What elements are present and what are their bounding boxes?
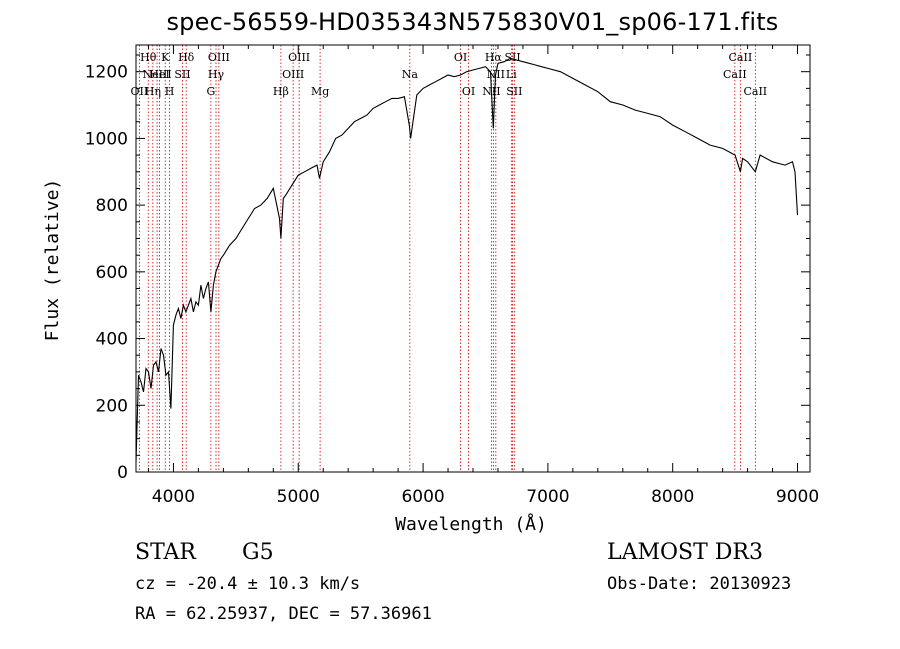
line-marker-label-22: Li (506, 68, 517, 81)
x-axis-ticks: 4000 5000 6000 7000 8000 9000 (147, 45, 819, 507)
y-tick-label-3: 600 (96, 263, 128, 283)
line-marker-label-17: OI (454, 51, 467, 64)
line-marker-label-25: CaII (723, 68, 747, 81)
spectrum-series-line (135, 57, 799, 463)
line-marker-label-4: HeI (149, 68, 169, 81)
y-axis-ticks: 0 200 400 600 800 1000 1200 (85, 54, 810, 483)
y-tick-label-4: 800 (96, 196, 128, 216)
survey-name: LAMOST DR3 (607, 540, 763, 565)
y-tick-label-2: 400 (96, 330, 128, 350)
line-marker-label-1: Hθ (140, 51, 157, 64)
line-marker-label-11: OIII (208, 51, 230, 64)
line-marker-label-26: CaII (729, 51, 753, 64)
redshift-velocity: cz = -20.4 ± 10.3 km/s (135, 574, 361, 594)
y-tick-label-0: 0 (117, 463, 128, 483)
y-tick-label-5: 1000 (85, 129, 128, 149)
line-marker-label-0: OII (131, 85, 149, 98)
line-marker-label-6: H (165, 85, 175, 98)
line-marker-label-8: Hδ (178, 51, 195, 64)
line-markers (138, 45, 756, 472)
line-marker-label-7: SII (174, 68, 190, 81)
x-tick-label-1: 5000 (277, 487, 320, 507)
line-marker-label-12: Hβ (273, 85, 289, 98)
line-marker-label-20: Hα (485, 51, 503, 64)
line-marker-label-2: Hη (145, 85, 161, 98)
y-tick-label-1: 200 (96, 396, 128, 416)
y-axis-label: Flux (relative) (42, 179, 63, 342)
y-tick-label-6: 1200 (85, 63, 128, 83)
line-marker-label-27: CaII (743, 85, 767, 98)
x-tick-label-2: 6000 (401, 487, 444, 507)
observation-date: Obs-Date: 20130923 (607, 574, 792, 594)
chart-title: spec-56559-HD035343N575830V01_sp06-171.f… (166, 8, 779, 36)
line-marker-label-23: SII (504, 51, 520, 64)
line-marker-label-14: OIII (288, 51, 310, 64)
x-tick-label-5: 9000 (776, 487, 819, 507)
line-marker-label-16: Na (402, 68, 419, 81)
x-tick-label-3: 7000 (526, 487, 569, 507)
line-marker-label-10: Hγ (208, 68, 225, 81)
x-tick-label-0: 4000 (152, 487, 195, 507)
line-marker-label-3: NeIII (143, 68, 172, 81)
line-marker-label-24: SII (506, 85, 522, 98)
line-marker-label-18: OI (462, 85, 475, 98)
line-marker-label-13: OIII (282, 68, 304, 81)
x-axis-label: Wavelength (Å) (395, 513, 547, 535)
object-class: STAR (135, 540, 196, 565)
coordinates: RA = 62.25937, DEC = 57.36961 (135, 604, 432, 624)
line-marker-label-5: K (161, 51, 170, 64)
x-tick-label-4: 8000 (651, 487, 694, 507)
object-subclass: G5 (242, 540, 274, 565)
line-marker-label-15: Mg (311, 85, 329, 98)
line-marker-label-9: G (206, 85, 215, 98)
plot-frame (135, 44, 811, 473)
